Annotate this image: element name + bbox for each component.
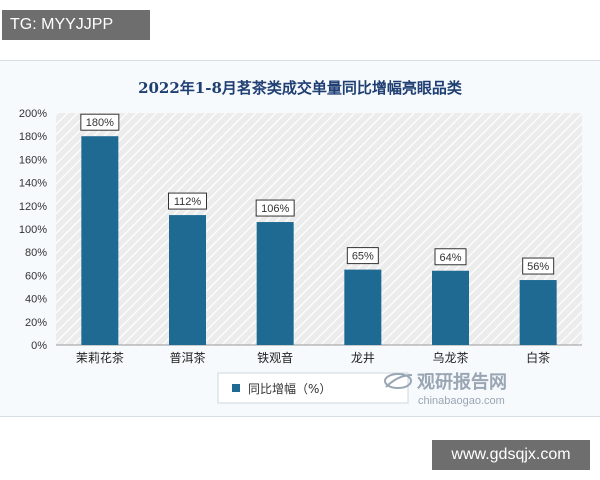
y-tick-label: 120% — [19, 201, 47, 213]
y-axis-ticks: 0% 20% 40% 60% 80% 100% 120% 140% 160% 180% 200% — [19, 108, 47, 352]
category-label: 白茶 — [526, 350, 550, 365]
bar — [519, 280, 557, 345]
data-label-box — [434, 248, 467, 266]
data-label-box — [168, 192, 207, 210]
bars-group: 180% 112% 106% 65% 64% 56% — [80, 113, 557, 345]
data-label: 65% — [352, 251, 374, 263]
bar — [169, 215, 206, 345]
category-label: 铁观音 — [257, 350, 293, 365]
y-tick-label: 140% — [19, 178, 47, 190]
y-tick-label: 180% — [19, 131, 47, 143]
chart-svg: 2022年1-8月茗茶类成交单量同比增幅亮眼品类 0% 20% 40% 60% 80% 1… — [19, 79, 582, 407]
watermark-logo-icon — [384, 373, 413, 389]
data-label-box — [346, 247, 379, 265]
data-label: 56% — [527, 261, 549, 273]
y-tick-label: 0% — [31, 340, 47, 352]
y-tick-label: 200% — [19, 108, 47, 120]
y-tick-label: 80% — [25, 247, 47, 259]
data-label: 180% — [86, 117, 114, 129]
data-label: 112% — [174, 196, 202, 208]
site-url-badge: www.gdsqjx.com — [432, 440, 590, 470]
category-label: 龙井 — [351, 351, 375, 365]
chart-card: 2022年1-8月茗茶类成交单量同比增幅亮眼品类 0% 20% 40% 60% 80% 1… — [0, 60, 600, 417]
data-label-box — [255, 199, 295, 217]
legend: 同比增幅（%） — [217, 372, 409, 404]
y-tick-label: 160% — [19, 154, 47, 166]
bar — [432, 270, 469, 345]
bar — [81, 136, 119, 345]
data-label: 64% — [439, 252, 461, 264]
bar — [344, 269, 382, 345]
category-label: 乌龙茶 — [432, 350, 468, 365]
category-label: 茉莉花茶 — [76, 350, 124, 365]
legend-box — [217, 372, 409, 404]
category-labels: 茉莉花茶 普洱茶 铁观音 龙井 乌龙茶 白茶 — [76, 350, 550, 365]
data-label-box — [80, 113, 120, 131]
y-tick-label: 20% — [25, 317, 47, 329]
bar — [256, 222, 294, 345]
watermark: 观研报告网 chinabaogao.com — [384, 371, 507, 407]
y-tick-label: 100% — [19, 224, 47, 236]
y-tick-label: 60% — [25, 270, 47, 282]
category-label: 普洱茶 — [169, 350, 205, 365]
tg-badge: TG: MYYJJPP — [2, 10, 150, 40]
chart-title: 2022年1-8月茗茶类成交单量同比增幅亮眼品类 — [138, 79, 463, 97]
legend-label: 同比增幅（%） — [248, 381, 331, 396]
watermark-brand-en: chinabaogao.com — [418, 395, 505, 407]
y-tick-label: 40% — [25, 294, 47, 306]
watermark-brand-cn: 观研报告网 — [417, 371, 507, 393]
legend-swatch — [232, 384, 240, 392]
data-label-box — [522, 257, 555, 275]
plot-area — [56, 113, 582, 345]
data-label: 106% — [261, 203, 289, 215]
